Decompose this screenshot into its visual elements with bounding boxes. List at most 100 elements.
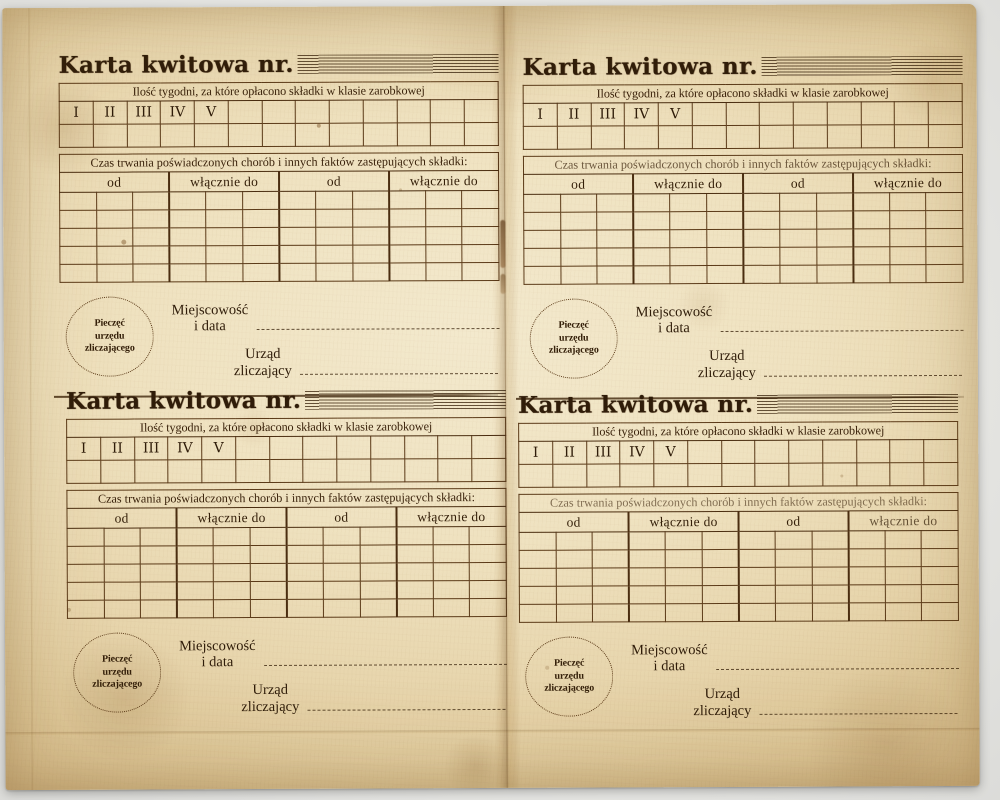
weeks-class-cell[interactable]: II (556, 103, 591, 127)
weeks-entry-cell[interactable] (725, 125, 760, 149)
weeks-blank-cell[interactable] (894, 101, 929, 125)
c[interactable] (560, 248, 598, 267)
weeks-blank-cell[interactable] (759, 102, 794, 126)
c[interactable] (889, 264, 927, 283)
c[interactable] (633, 193, 671, 212)
c[interactable] (59, 228, 97, 247)
c[interactable] (359, 562, 397, 582)
weeks-class-cell[interactable]: I (523, 103, 558, 127)
weeks-blank-cell[interactable] (755, 440, 789, 464)
official-stamp-placeholder[interactable]: Pieczęć urzędu zliczającego (73, 632, 162, 713)
weeks-blank-cell[interactable] (928, 101, 963, 125)
c[interactable] (396, 580, 434, 599)
c[interactable] (921, 584, 959, 603)
weeks-entry-cell[interactable] (228, 123, 262, 147)
c[interactable] (775, 603, 813, 622)
c[interactable] (889, 246, 927, 265)
c[interactable] (848, 602, 886, 621)
c[interactable] (779, 229, 817, 248)
c[interactable] (140, 563, 178, 583)
c[interactable] (96, 264, 134, 283)
c[interactable] (315, 191, 353, 210)
c[interactable] (169, 191, 206, 210)
weeks-entry-cell[interactable] (100, 460, 135, 484)
c[interactable] (242, 227, 280, 246)
c[interactable] (885, 566, 922, 585)
c[interactable] (885, 602, 922, 621)
field-place-input-line[interactable] (715, 668, 960, 671)
c[interactable] (628, 567, 666, 586)
weeks-entry-cell[interactable] (471, 458, 506, 482)
c[interactable] (213, 527, 251, 546)
c[interactable] (250, 599, 287, 618)
c[interactable] (67, 564, 104, 583)
c[interactable] (96, 246, 134, 265)
c[interactable] (779, 193, 817, 212)
c[interactable] (670, 265, 707, 284)
c[interactable] (597, 265, 634, 285)
weeks-entry-cell[interactable] (923, 462, 958, 486)
c[interactable] (702, 585, 739, 604)
c[interactable] (921, 530, 959, 549)
c[interactable] (738, 585, 776, 604)
c[interactable] (359, 526, 397, 546)
weeks-entry-cell[interactable] (370, 458, 405, 483)
c[interactable] (555, 568, 593, 587)
c[interactable] (665, 531, 703, 550)
c[interactable] (461, 190, 499, 209)
c[interactable] (885, 584, 922, 603)
c[interactable] (743, 193, 780, 212)
c[interactable] (425, 226, 463, 245)
c[interactable] (169, 209, 207, 228)
c[interactable] (811, 566, 849, 586)
c[interactable] (67, 528, 104, 547)
c[interactable] (132, 227, 170, 247)
weeks-entry-cell[interactable] (126, 123, 161, 148)
c[interactable] (176, 563, 214, 582)
weeks-blank-cell[interactable] (438, 435, 472, 459)
weeks-blank-cell[interactable] (228, 100, 262, 124)
c[interactable] (738, 549, 776, 568)
c[interactable] (597, 247, 634, 267)
c[interactable] (286, 563, 324, 582)
weeks-entry-cell[interactable] (557, 126, 591, 150)
c[interactable] (103, 546, 141, 565)
weeks-entry-cell[interactable] (822, 462, 857, 487)
weeks-entry-cell[interactable] (464, 122, 499, 146)
c[interactable] (213, 581, 251, 600)
c[interactable] (315, 227, 353, 246)
field-place-input-line[interactable] (256, 328, 500, 331)
weeks-class-cell[interactable]: V (194, 100, 229, 124)
weeks-blank-cell[interactable] (860, 101, 895, 125)
c[interactable] (206, 227, 243, 246)
c[interactable] (779, 265, 817, 284)
c[interactable] (286, 581, 324, 600)
weeks-entry-cell[interactable] (59, 124, 94, 148)
weeks-class-cell[interactable]: III (134, 436, 169, 461)
c[interactable] (926, 264, 964, 283)
weeks-entry-cell[interactable] (295, 123, 330, 147)
weeks-class-cell[interactable]: III (126, 100, 161, 125)
c[interactable] (812, 602, 849, 622)
c[interactable] (519, 604, 557, 623)
weeks-entry-cell[interactable] (363, 122, 398, 147)
c[interactable] (389, 244, 426, 263)
c[interactable] (315, 245, 353, 264)
c[interactable] (523, 230, 561, 249)
weeks-entry-cell[interactable] (759, 125, 794, 149)
c[interactable] (469, 580, 507, 599)
c[interactable] (816, 264, 854, 284)
c[interactable] (665, 567, 703, 586)
c[interactable] (432, 526, 470, 545)
c[interactable] (169, 245, 207, 264)
official-stamp-placeholder[interactable]: Pieczęć urzędu zliczającego (525, 636, 614, 717)
c[interactable] (889, 228, 927, 247)
c[interactable] (921, 602, 959, 621)
weeks-blank-cell[interactable] (827, 101, 861, 126)
c[interactable] (665, 603, 703, 622)
weeks-entry-cell[interactable] (658, 125, 693, 149)
weeks-blank-cell[interactable] (269, 436, 304, 460)
c[interactable] (462, 208, 499, 227)
field-office-input-line[interactable] (763, 374, 964, 377)
c[interactable] (706, 265, 744, 284)
